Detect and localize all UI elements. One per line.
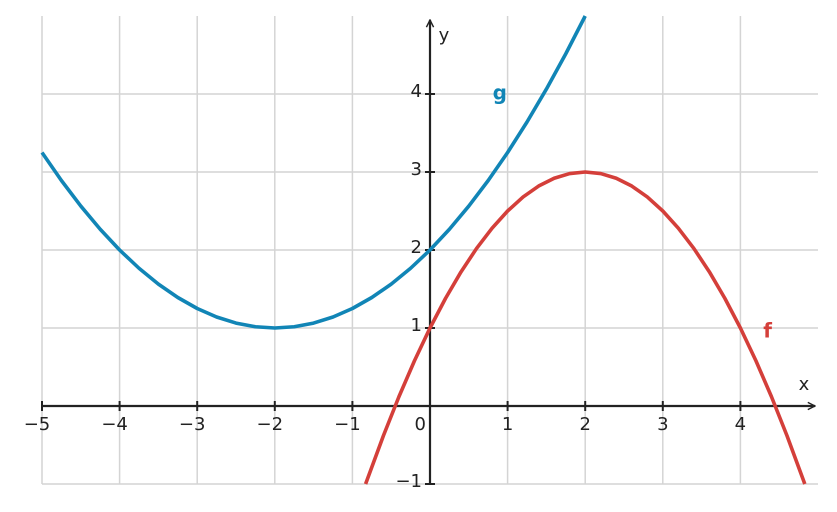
x-tick-label: −1 (334, 414, 361, 435)
x-tick-label: 2 (579, 414, 590, 435)
curve-label: f (763, 318, 772, 342)
x-tick-label: −5 (24, 414, 51, 435)
x-tick-label: 3 (657, 414, 668, 435)
y-tick-label: 3 (411, 159, 422, 180)
curve-label: g (493, 81, 507, 105)
x-tick-label: 4 (735, 414, 746, 435)
y-tick-label: −1 (395, 471, 422, 492)
y-tick-label: 1 (411, 315, 422, 336)
x-tick-label: −3 (179, 414, 206, 435)
x-axis-label: x (799, 374, 810, 395)
x-tick-label: −4 (101, 414, 128, 435)
x-tick-label: −2 (257, 414, 284, 435)
x-tick-label: 0 (415, 414, 426, 435)
curve (40, 15, 587, 330)
y-tick-label: 4 (411, 81, 422, 102)
y-tick-label: 2 (411, 237, 422, 258)
curve (363, 170, 807, 485)
y-axis-label: y (439, 25, 450, 46)
x-tick-label: 1 (502, 414, 513, 435)
